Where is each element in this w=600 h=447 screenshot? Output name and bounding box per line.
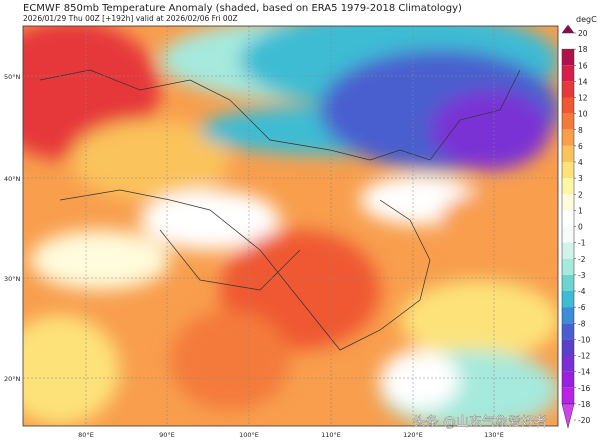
colorbar-cell <box>562 113 574 130</box>
colorbar-cell <box>562 291 574 308</box>
colorbar-tick-label: 3 <box>578 174 583 183</box>
colorbar-tick-label: 1 <box>578 206 583 215</box>
colorbar-cell <box>562 274 574 291</box>
lat-label: 40°N <box>4 175 21 183</box>
colorbar-tick-label: -20 <box>578 416 590 425</box>
colorbar-tick-label: -8 <box>578 319 586 328</box>
colorbar-cell <box>562 162 574 179</box>
colorbar-tick-label: 10 <box>578 110 588 119</box>
watermark: 头条 @山东气象爱好者 <box>413 414 547 430</box>
colorbar-cell <box>562 129 574 146</box>
colorbar-cell <box>562 81 574 98</box>
colorbar-cell <box>562 355 574 372</box>
lon-label: 130°E <box>484 431 504 439</box>
colorbar-cell <box>562 210 574 227</box>
lon-label: 110°E <box>321 431 341 439</box>
colorbar-tick-label: 18 <box>578 45 588 54</box>
colorbar-tick-label: 2 <box>578 190 583 199</box>
lon-label: 90°E <box>159 431 175 439</box>
colorbar-cell <box>562 339 574 356</box>
colorbar-cell <box>562 242 574 259</box>
colorbar-tick-label: -14 <box>578 368 590 377</box>
colorbar-unit: degC <box>576 15 597 24</box>
colorbar-cell <box>562 194 574 211</box>
colorbar-cell <box>562 387 574 404</box>
colorbar-cell <box>562 323 574 340</box>
colorbar-cell <box>562 178 574 195</box>
colorbar-tick-label: -2 <box>578 255 586 264</box>
colorbar-tick-label: -6 <box>578 303 586 312</box>
colorbar-tick-label: -16 <box>578 384 590 393</box>
colorbar-tick-label: 16 <box>578 61 588 70</box>
colorbar-tick-label: -1 <box>578 239 586 248</box>
colorbar-tick-label: 8 <box>578 126 583 135</box>
lat-label: 30°N <box>4 275 21 283</box>
lat-label: 20°N <box>4 375 21 383</box>
colorbar-tick-label: 20 <box>578 29 588 38</box>
colorbar-cell <box>562 145 574 162</box>
map <box>22 25 559 427</box>
colorbar-cap <box>561 24 575 34</box>
colorbar-tick-label: 12 <box>578 94 588 103</box>
colorbar-tick-label: 0 <box>578 223 583 232</box>
colorbar-cap <box>561 403 575 429</box>
lat-label: 50°N <box>4 73 21 81</box>
colorbar-cell <box>562 97 574 114</box>
lon-label: 120°E <box>403 431 423 439</box>
colorbar-cell <box>562 65 574 82</box>
colorbar-cell <box>562 49 574 66</box>
colorbar-tick-label: -18 <box>578 400 590 409</box>
colorbar-tick-label: -10 <box>578 335 590 344</box>
lon-label: 80°E <box>78 431 94 439</box>
title: ECMWF 850mb Temperature Anomaly (shaded,… <box>23 3 462 14</box>
subtitle: 2026/01/29 Thu 00Z [+192h] valid at 2026… <box>23 14 238 23</box>
colorbar-tick-label: 6 <box>578 142 583 151</box>
colorbar-tick-label: 14 <box>578 77 588 86</box>
colorbar-cell <box>562 371 574 388</box>
colorbar-cell <box>562 258 574 275</box>
colorbar-cell <box>562 226 574 243</box>
colorbar-tick-label: -4 <box>578 287 586 296</box>
lon-label: 100°E <box>239 431 259 439</box>
colorbar-tick-label: -3 <box>578 271 586 280</box>
colorbar-cell <box>562 307 574 324</box>
colorbar-tick-label: 4 <box>578 158 583 167</box>
colorbar-tick-label: -12 <box>578 352 590 361</box>
